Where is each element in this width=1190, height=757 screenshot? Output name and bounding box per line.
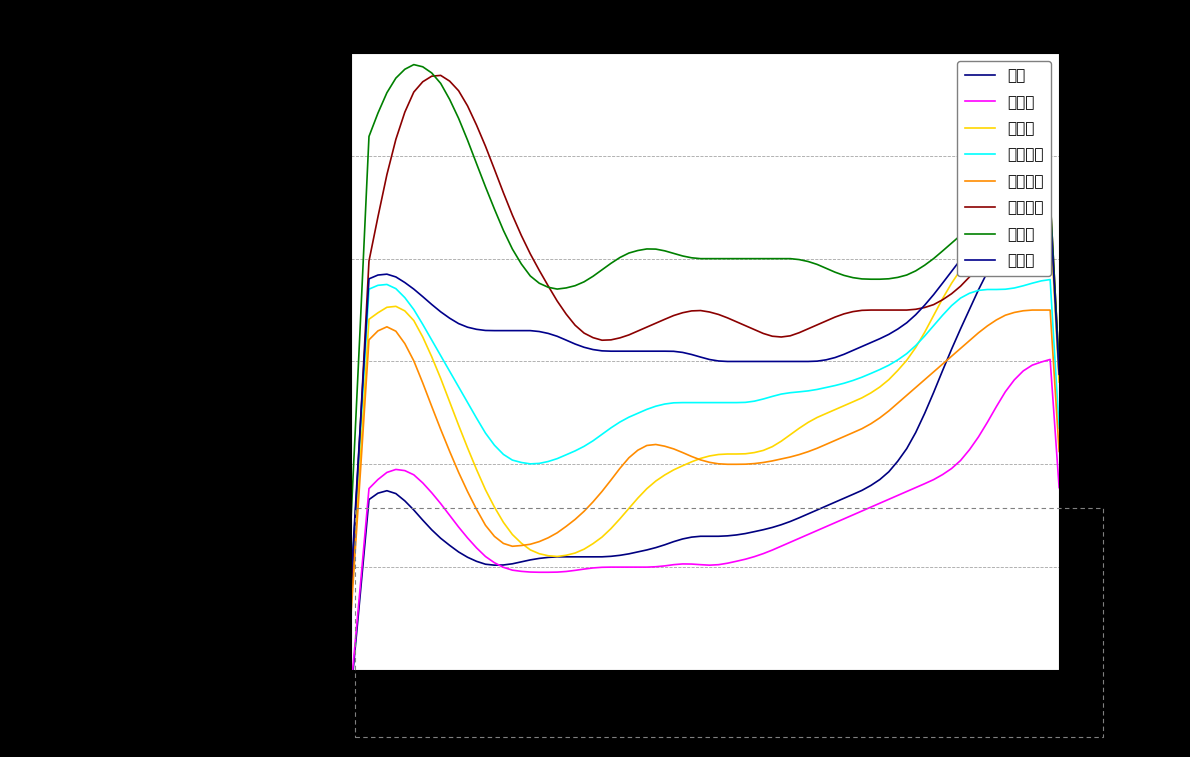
中厚板 bbox=[658, 470, 672, 479]
Line: 镀锌板: 镀锌板 bbox=[351, 64, 1059, 519]
冷轧薄板 bbox=[837, 310, 851, 319]
无缝管 bbox=[658, 347, 672, 356]
Line: 无缝管: 无缝管 bbox=[351, 207, 1059, 581]
Text: 代表公司：: 代表公司： bbox=[92, 83, 145, 101]
普线 bbox=[801, 509, 815, 519]
中厚板 bbox=[1052, 378, 1066, 387]
普线 bbox=[765, 523, 779, 532]
热轧卷板 bbox=[1025, 306, 1039, 315]
Text: 鞍钢新轧: 鞍钢新轧 bbox=[137, 235, 180, 253]
冷轧薄板 bbox=[783, 332, 797, 341]
热轧薄板 bbox=[1052, 424, 1066, 433]
冷轧薄板 bbox=[433, 71, 447, 80]
热轧薄板 bbox=[1042, 275, 1057, 284]
螺纹钢 bbox=[828, 519, 843, 528]
中厚板 bbox=[828, 405, 843, 414]
镀锌板 bbox=[407, 60, 421, 69]
普线 bbox=[344, 688, 358, 697]
中厚板 bbox=[801, 418, 815, 427]
中厚板 bbox=[775, 437, 789, 446]
中厚板 bbox=[765, 442, 779, 451]
Line: 螺纹钢: 螺纹钢 bbox=[351, 360, 1059, 687]
冷轧薄板 bbox=[344, 587, 358, 596]
热轧薄板 bbox=[801, 386, 815, 395]
热轧薄板 bbox=[765, 392, 779, 401]
热轧薄板 bbox=[971, 286, 985, 295]
普线 bbox=[1042, 206, 1057, 215]
冷轧薄板 bbox=[666, 311, 681, 320]
Text: 宝钢股份: 宝钢股份 bbox=[137, 136, 180, 154]
普线 bbox=[658, 540, 672, 550]
热轧卷板 bbox=[658, 441, 672, 450]
Line: 冷轧薄板: 冷轧薄板 bbox=[351, 76, 1059, 591]
无缝管 bbox=[775, 357, 789, 366]
无缝管 bbox=[344, 576, 358, 585]
螺纹钢 bbox=[765, 546, 779, 555]
螺纹钢 bbox=[775, 541, 789, 550]
冷轧薄板 bbox=[1052, 362, 1066, 371]
螺纹钢 bbox=[344, 683, 358, 692]
中厚板 bbox=[971, 242, 985, 251]
镀锌板 bbox=[783, 254, 797, 263]
冷轧薄板 bbox=[775, 332, 789, 341]
镀锌板 bbox=[1052, 362, 1066, 371]
Line: 热轧卷板: 热轧卷板 bbox=[351, 310, 1059, 615]
无缝管 bbox=[765, 357, 779, 366]
镀锌板 bbox=[837, 271, 851, 280]
热轧卷板 bbox=[828, 436, 843, 445]
螺纹钢 bbox=[1052, 483, 1066, 492]
热轧卷板 bbox=[765, 456, 779, 466]
热轧薄板 bbox=[658, 400, 672, 409]
无缝管 bbox=[971, 232, 985, 241]
普线 bbox=[775, 520, 789, 529]
中厚板 bbox=[1025, 213, 1039, 222]
镀锌板 bbox=[775, 254, 789, 263]
普线 bbox=[971, 285, 985, 294]
螺纹钢 bbox=[801, 530, 815, 539]
热轧薄板 bbox=[828, 381, 843, 390]
Text: 太钢不锈: 太钢不锈 bbox=[137, 333, 180, 351]
无缝管 bbox=[1052, 369, 1066, 378]
热轧卷板 bbox=[801, 447, 815, 456]
冷轧薄板 bbox=[810, 320, 825, 329]
Legend: 普线, 螺纹钢, 中厚板, 热轧薄板, 热轧卷板, 冷轧薄板, 镀锌板, 无缝管: 普线, 螺纹钢, 中厚板, 热轧薄板, 热轧卷板, 冷轧薄板, 镀锌板, 无缝管 bbox=[957, 61, 1052, 276]
无缝管 bbox=[801, 357, 815, 366]
普线 bbox=[828, 497, 843, 506]
螺纹钢 bbox=[971, 432, 985, 441]
中厚板 bbox=[344, 597, 358, 606]
热轧卷板 bbox=[775, 454, 789, 463]
热轧薄板 bbox=[344, 581, 358, 590]
Line: 普线: 普线 bbox=[351, 210, 1059, 693]
冷轧薄板 bbox=[981, 251, 995, 260]
普线 bbox=[1052, 372, 1066, 382]
螺纹钢 bbox=[1042, 355, 1057, 364]
镀锌板 bbox=[666, 249, 681, 258]
无缝管 bbox=[1025, 203, 1039, 212]
镀锌板 bbox=[344, 515, 358, 524]
热轧薄板 bbox=[775, 390, 789, 399]
热轧卷板 bbox=[1052, 447, 1066, 456]
Text: 济南钢铁: 济南钢铁 bbox=[137, 284, 180, 302]
Text: 武钢股份: 武钢股份 bbox=[137, 185, 180, 204]
镀锌板 bbox=[810, 260, 825, 269]
热轧卷板 bbox=[971, 329, 985, 338]
Line: 中厚板: 中厚板 bbox=[351, 217, 1059, 601]
热轧卷板 bbox=[344, 610, 358, 619]
镀锌板 bbox=[981, 208, 995, 217]
无缝管 bbox=[828, 353, 843, 362]
螺纹钢 bbox=[658, 562, 672, 571]
Line: 热轧薄板: 热轧薄板 bbox=[351, 279, 1059, 586]
